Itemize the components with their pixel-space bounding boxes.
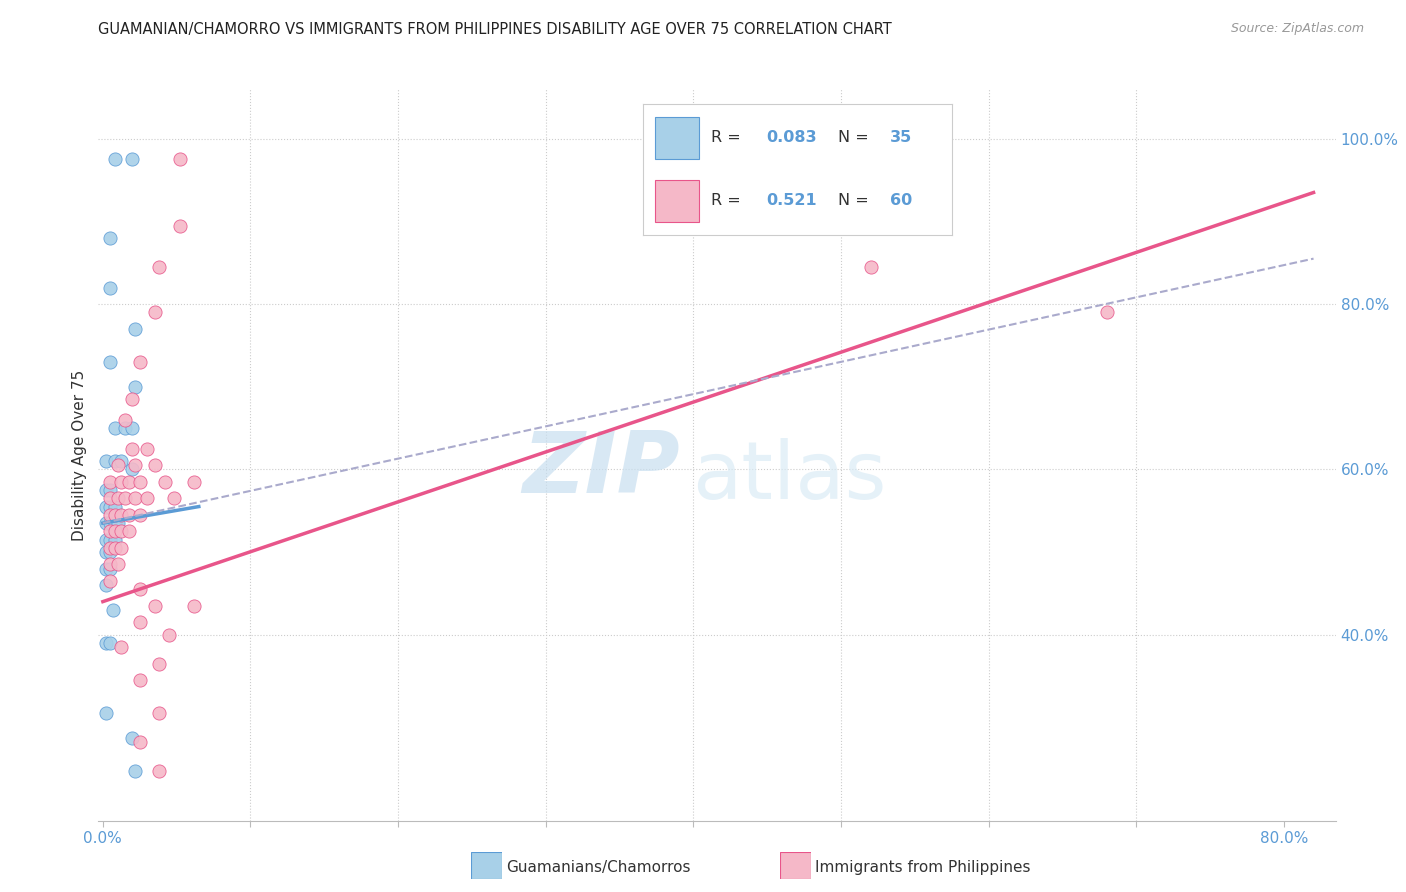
Point: [128, 615, 150, 630]
Point: [118, 475, 141, 489]
Point: [94, 516, 117, 530]
Point: [104, 533, 127, 547]
Point: [128, 582, 150, 597]
Point: [94, 533, 117, 547]
Point: [148, 764, 170, 778]
Point: [98, 516, 121, 530]
Point: [114, 491, 136, 506]
Point: [153, 475, 176, 489]
Point: [121, 442, 143, 456]
Point: [143, 458, 166, 473]
Point: [98, 558, 121, 572]
Point: [110, 640, 132, 654]
Point: [98, 500, 121, 514]
Text: Immigrants from Philippines: Immigrants from Philippines: [815, 860, 1031, 874]
Point: [94, 706, 117, 721]
Point: [98, 545, 121, 559]
Point: [110, 475, 132, 489]
Point: [121, 462, 143, 476]
Point: [98, 475, 121, 489]
Point: [104, 454, 127, 468]
Point: [98, 524, 121, 539]
Point: [128, 475, 150, 489]
Point: [114, 413, 136, 427]
Point: [104, 508, 127, 522]
Point: [143, 305, 166, 319]
Point: [98, 541, 121, 555]
Point: [107, 458, 129, 473]
Point: [107, 491, 129, 506]
Point: [98, 574, 121, 588]
Text: atlas: atlas: [692, 438, 887, 516]
Point: [98, 483, 121, 497]
Point: [98, 533, 121, 547]
Point: [104, 500, 127, 514]
Point: [110, 454, 132, 468]
Point: [148, 706, 170, 721]
Point: [114, 421, 136, 435]
Point: [110, 524, 132, 539]
Point: [94, 500, 117, 514]
Point: [163, 491, 186, 506]
Point: [1095, 305, 1118, 319]
Point: [169, 219, 191, 233]
Point: [107, 516, 129, 530]
Point: [104, 153, 127, 167]
Point: [104, 421, 127, 435]
Point: [94, 545, 117, 559]
Point: [136, 442, 159, 456]
Point: [183, 475, 205, 489]
Point: [104, 541, 127, 555]
Point: [98, 355, 121, 369]
Point: [98, 636, 121, 650]
Point: [98, 508, 121, 522]
Point: [148, 657, 170, 671]
Point: [110, 508, 132, 522]
Point: [94, 561, 117, 575]
Point: [157, 628, 180, 642]
Point: [121, 421, 143, 435]
Point: [118, 508, 141, 522]
Point: [143, 599, 166, 613]
Text: Source: ZipAtlas.com: Source: ZipAtlas.com: [1230, 22, 1364, 36]
Text: GUAMANIAN/CHAMORRO VS IMMIGRANTS FROM PHILIPPINES DISABILITY AGE OVER 75 CORRELA: GUAMANIAN/CHAMORRO VS IMMIGRANTS FROM PH…: [98, 22, 893, 37]
Text: Guamanians/Chamorros: Guamanians/Chamorros: [506, 860, 690, 874]
Point: [128, 355, 150, 369]
Point: [94, 483, 117, 497]
Point: [103, 603, 125, 617]
Text: ZIP: ZIP: [522, 428, 681, 511]
Point: [118, 524, 141, 539]
Point: [124, 764, 146, 778]
Point: [98, 231, 121, 245]
Point: [121, 392, 143, 406]
Point: [107, 558, 129, 572]
Point: [128, 508, 150, 522]
Point: [148, 260, 170, 274]
Point: [124, 458, 146, 473]
Point: [169, 153, 191, 167]
Point: [124, 491, 146, 506]
Point: [94, 578, 117, 592]
Point: [124, 380, 146, 394]
Point: [104, 516, 127, 530]
Point: [98, 280, 121, 294]
Point: [98, 561, 121, 575]
Point: [98, 491, 121, 506]
Y-axis label: Disability Age Over 75: Disability Age Over 75: [72, 369, 87, 541]
Point: [124, 322, 146, 336]
Point: [104, 524, 127, 539]
Point: [128, 673, 150, 687]
Point: [136, 491, 159, 506]
Point: [859, 260, 882, 274]
Point: [110, 541, 132, 555]
Point: [94, 454, 117, 468]
Point: [94, 636, 117, 650]
Point: [121, 153, 143, 167]
Point: [121, 731, 143, 745]
Point: [183, 599, 205, 613]
Point: [128, 735, 150, 749]
